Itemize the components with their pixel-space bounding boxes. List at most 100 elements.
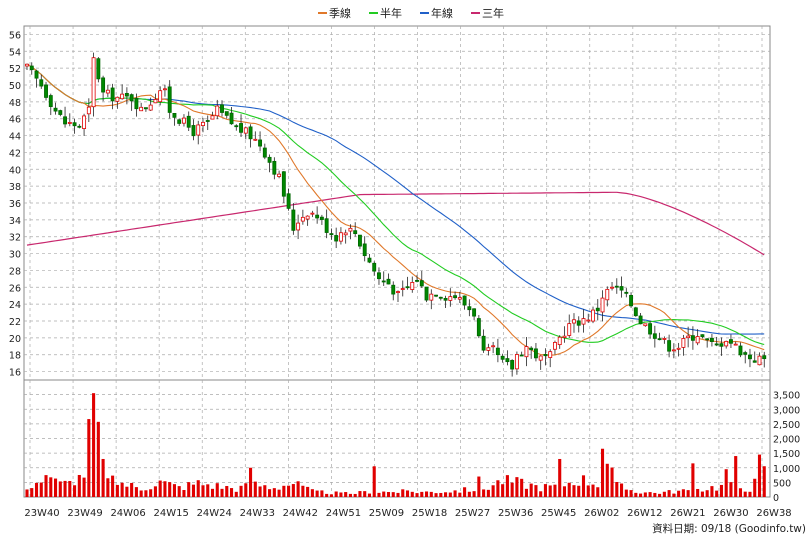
candles — [25, 52, 767, 377]
volume-bar — [429, 491, 433, 497]
volume-bar — [524, 488, 528, 497]
candle — [562, 326, 567, 343]
volume-bar — [291, 484, 295, 497]
volume-bar — [106, 478, 110, 497]
volume-bar — [315, 490, 319, 497]
volume-bar — [244, 483, 248, 497]
volume-bar — [444, 492, 448, 497]
candle-down-body — [286, 193, 291, 209]
candle-up-body — [591, 309, 595, 322]
legend-item: 年線 — [420, 6, 453, 20]
candle-down-body — [267, 156, 272, 163]
candle-down-body — [367, 257, 372, 263]
candle-down-body — [419, 280, 424, 287]
candle-down-body — [709, 337, 714, 342]
volume-bar — [639, 493, 643, 497]
candle — [58, 109, 63, 117]
volume-bar — [172, 484, 176, 497]
candle — [752, 351, 757, 363]
candle — [567, 314, 572, 339]
candle-up-body — [158, 90, 163, 103]
candle-down-body — [652, 333, 657, 339]
volume-bar — [424, 491, 429, 497]
volume-bar — [367, 493, 372, 497]
candle — [196, 120, 201, 145]
legend-item: 半年 — [369, 6, 402, 20]
candle-up-body — [67, 122, 72, 124]
candle-up-body — [139, 106, 144, 112]
candle-down-body — [220, 104, 224, 113]
candle-down-body — [700, 334, 705, 338]
x-tick-label: 25W36 — [498, 508, 533, 519]
volume-bar — [177, 486, 181, 497]
volume-bar — [249, 467, 253, 497]
candle-down-body — [472, 308, 477, 317]
price-tick-label: 40 — [9, 165, 21, 176]
candle — [29, 62, 34, 75]
candle-up-body — [676, 347, 681, 350]
candle — [610, 282, 614, 291]
candle-down-body — [434, 294, 438, 297]
candle-up-body — [343, 232, 348, 236]
candle — [186, 111, 191, 132]
candle — [315, 206, 320, 224]
legend-label: 半年 — [380, 6, 402, 20]
candle-down-body — [281, 171, 286, 197]
candle — [538, 355, 543, 370]
candle-up-body — [86, 106, 91, 115]
candle-down-body — [362, 243, 367, 257]
candle-down-body — [329, 233, 334, 236]
volume-bar — [82, 477, 86, 497]
volume-bar — [648, 492, 652, 497]
volume-bar — [543, 484, 547, 497]
candle — [153, 93, 158, 104]
volume-bar — [600, 448, 605, 497]
volume-bar — [710, 486, 714, 497]
candle — [386, 273, 391, 285]
candle — [262, 143, 267, 160]
candle-down-body — [495, 347, 500, 356]
volume-bar — [296, 481, 300, 497]
candle — [510, 359, 515, 377]
volume-bar — [339, 492, 343, 497]
candle — [543, 348, 548, 366]
candle — [139, 102, 144, 112]
candle — [724, 340, 729, 349]
candle — [381, 271, 386, 286]
volume-bar — [329, 494, 333, 497]
volume-bar — [210, 488, 215, 497]
price-tick-label: 50 — [9, 81, 21, 92]
candle — [738, 342, 743, 358]
candle — [329, 228, 334, 240]
candle — [400, 280, 405, 297]
candle — [662, 336, 667, 344]
candle-up-body — [296, 222, 301, 231]
volume-bar — [263, 485, 267, 497]
volume-bar — [49, 477, 53, 497]
candle — [591, 306, 595, 324]
candle-down-body — [319, 216, 324, 220]
volume-bar — [358, 491, 362, 497]
volume-bar — [529, 483, 533, 497]
candle-up-body — [215, 105, 220, 117]
candle — [714, 336, 719, 347]
candle-down-body — [124, 92, 129, 97]
volume-bar — [615, 481, 619, 497]
candle — [762, 351, 767, 368]
volume-bar — [134, 487, 138, 497]
candle-down-body — [533, 348, 538, 359]
candle — [467, 299, 472, 317]
candle-down-body — [353, 230, 358, 235]
candle-down-body — [272, 160, 277, 175]
footer-date: 資料日期: 09/18 (Goodinfo.tw) — [652, 522, 806, 535]
volume-bar — [686, 490, 690, 497]
candle-up-body — [662, 338, 667, 340]
candle-down-body — [239, 123, 243, 133]
candle — [743, 350, 748, 364]
candle-up-body — [148, 104, 153, 111]
candle — [34, 69, 39, 88]
candle-down-body — [738, 345, 743, 356]
candle-down-body — [648, 323, 653, 335]
volume-bar — [662, 491, 666, 497]
candle-down-body — [405, 286, 410, 289]
